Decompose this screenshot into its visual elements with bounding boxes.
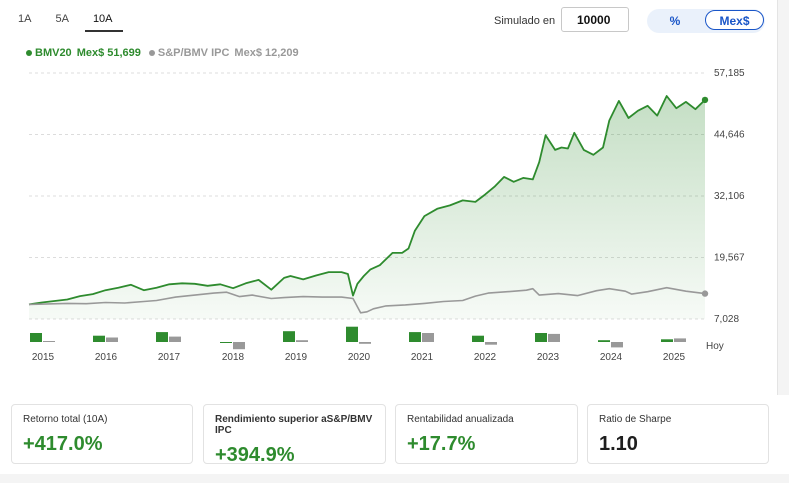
tab-10a[interactable]: 10A xyxy=(84,10,123,32)
page-scrollbar[interactable] xyxy=(777,0,789,395)
x-tick-label: 2016 xyxy=(95,352,118,360)
x-tick-label: 2022 xyxy=(474,352,497,360)
bar-ipc xyxy=(43,341,55,342)
bar-ipc xyxy=(611,342,623,348)
bar-bmv20 xyxy=(156,332,168,342)
x-tick-label: 2024 xyxy=(600,352,623,360)
x-tick-label: 2020 xyxy=(348,352,371,360)
card-total-return: Retorno total (10A) +417.0% xyxy=(11,404,193,464)
bar-ipc xyxy=(674,338,686,342)
x-tick-label: 2021 xyxy=(411,352,434,360)
card-annualized-return: Rentabilidad anualizada +17.7% xyxy=(395,404,578,464)
simulated-amount-input[interactable] xyxy=(561,7,629,32)
card-sharpe-ratio-title: Ratio de Sharpe xyxy=(599,414,672,425)
legend-value-ipc: Mex$ 12,209 xyxy=(234,47,299,59)
x-tick-label: 2015 xyxy=(32,352,55,360)
legend-dot-bmv20 xyxy=(26,50,32,56)
bar-ipc xyxy=(548,333,560,342)
bar-bmv20 xyxy=(283,331,295,342)
x-tick-label: 2023 xyxy=(537,352,560,360)
bar-ipc xyxy=(106,337,118,342)
y-tick-label: 44,646 xyxy=(714,130,745,141)
bar-ipc xyxy=(233,342,245,350)
bar-bmv20 xyxy=(661,339,673,342)
card-sharpe-ratio-value: 1.10 xyxy=(599,433,638,455)
bar-bmv20 xyxy=(93,335,105,342)
period-tabs: 1A 5A 10A xyxy=(10,10,129,32)
toggle-mxn[interactable]: Mex$ xyxy=(705,10,764,30)
bar-bmv20 xyxy=(220,342,232,343)
card-sharpe-ratio: Ratio de Sharpe 1.10 xyxy=(587,404,769,464)
x-tick-label: 2019 xyxy=(285,352,308,360)
bar-bmv20 xyxy=(598,340,610,342)
series-end-point-1 xyxy=(701,290,709,297)
card-outperformance-title: Rendimiento superior aS&P/BMV IPC xyxy=(215,414,373,436)
legend-name-ipc: S&P/BMV IPC xyxy=(157,47,230,59)
bar-bmv20 xyxy=(409,332,421,342)
legend-dot-ipc xyxy=(148,50,155,56)
unit-toggle: % Mex$ xyxy=(647,9,765,33)
legend-name-bmv20: BMV20 xyxy=(35,47,72,59)
y-tick-label: 19,567 xyxy=(714,253,745,264)
card-total-return-title: Retorno total (10A) xyxy=(23,414,108,425)
card-outperformance: Rendimiento superior aS&P/BMV IPC +394.9… xyxy=(203,404,386,466)
card-annualized-return-value: +17.7% xyxy=(407,433,476,455)
x-tick-label: 2017 xyxy=(158,352,181,360)
y-tick-label: 7,028 xyxy=(714,314,739,325)
x-tick-label-today: Hoy xyxy=(706,341,724,352)
bar-ipc xyxy=(169,336,181,342)
legend-value-bmv20: Mex$ 51,699 xyxy=(76,47,141,59)
card-total-return-value: +417.0% xyxy=(23,433,103,455)
performance-chart: 57,185 44,646 32,106 19,567 7,028 2015 2016 201… xyxy=(28,68,745,360)
tab-5a[interactable]: 5A xyxy=(55,13,69,25)
y-tick-label: 57,185 xyxy=(714,68,745,79)
bar-bmv20 xyxy=(30,333,42,342)
legend-item-bmv20: BMV20 Mex$ 51,699 xyxy=(26,47,141,59)
chart-legend: BMV20 Mex$ 51,699 S&P/BMV IPC Mex$ 12,20… xyxy=(26,47,307,59)
legend-item-ipc: S&P/BMV IPC Mex$ 12,209 xyxy=(148,47,299,59)
x-tick-label: 2025 xyxy=(663,352,686,360)
series-line-1 xyxy=(28,286,706,314)
bar-bmv20 xyxy=(346,326,358,342)
series-end-point-0 xyxy=(701,96,709,104)
tab-1a[interactable]: 1A xyxy=(18,13,32,25)
page-bottom-strip xyxy=(0,474,789,483)
y-tick-label: 32,106 xyxy=(714,191,745,202)
bar-ipc xyxy=(296,340,308,342)
bar-ipc xyxy=(359,342,371,344)
bar-ipc xyxy=(485,342,497,345)
series-line-0 xyxy=(28,95,706,306)
card-annualized-return-title: Rentabilidad anualizada xyxy=(407,414,514,425)
series-area-0 xyxy=(29,96,705,319)
bar-ipc xyxy=(422,333,434,342)
x-tick-label: 2018 xyxy=(222,352,245,360)
card-outperformance-value: +394.9% xyxy=(215,444,295,466)
bar-bmv20 xyxy=(472,335,484,342)
simulated-label: Simulado en xyxy=(494,15,556,27)
toggle-percent[interactable]: % xyxy=(669,14,681,28)
bar-bmv20 xyxy=(535,333,547,342)
